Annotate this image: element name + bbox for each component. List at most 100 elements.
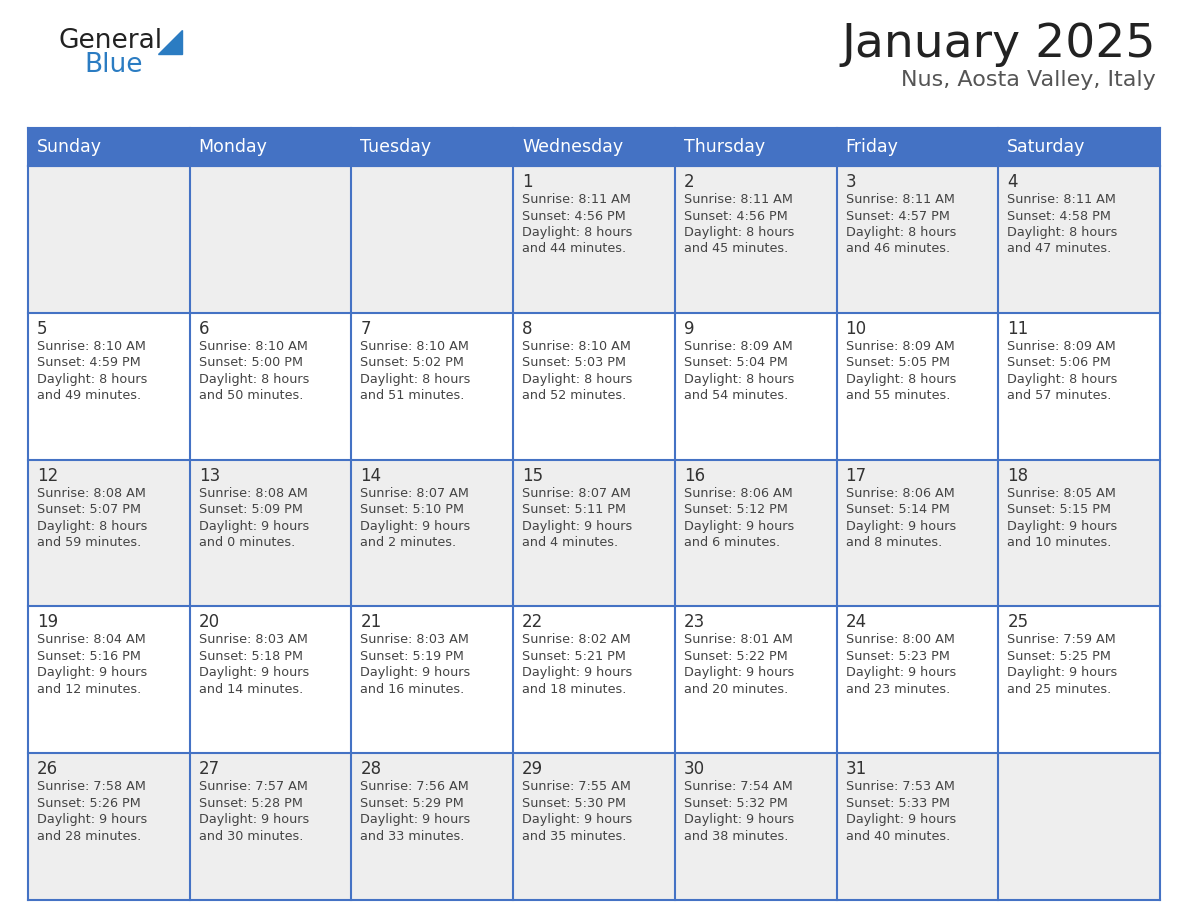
Text: Sunrise: 8:11 AM: Sunrise: 8:11 AM: [846, 193, 954, 206]
Bar: [190, 460, 352, 607]
Bar: [998, 128, 1159, 166]
Text: and 55 minutes.: and 55 minutes.: [846, 389, 950, 402]
Text: Sunrise: 8:07 AM: Sunrise: 8:07 AM: [360, 487, 469, 499]
Text: 20: 20: [198, 613, 220, 632]
Text: and 38 minutes.: and 38 minutes.: [684, 830, 788, 843]
Text: 9: 9: [684, 319, 694, 338]
Text: Sunrise: 8:08 AM: Sunrise: 8:08 AM: [198, 487, 308, 499]
Text: 1: 1: [523, 173, 532, 191]
Text: Sunset: 5:23 PM: Sunset: 5:23 PM: [846, 650, 949, 663]
Text: Monday: Monday: [198, 138, 267, 156]
Text: and 4 minutes.: and 4 minutes.: [523, 536, 618, 549]
Text: and 49 minutes.: and 49 minutes.: [37, 389, 141, 402]
Text: 26: 26: [37, 760, 58, 778]
Text: Daylight: 9 hours: Daylight: 9 hours: [1007, 520, 1118, 532]
Text: 19: 19: [37, 613, 58, 632]
Text: Sunset: 5:03 PM: Sunset: 5:03 PM: [523, 356, 626, 369]
Text: and 51 minutes.: and 51 minutes.: [360, 389, 465, 402]
Text: and 6 minutes.: and 6 minutes.: [684, 536, 781, 549]
Bar: [513, 166, 675, 313]
Text: 30: 30: [684, 760, 704, 778]
Bar: [836, 753, 998, 900]
Text: and 54 minutes.: and 54 minutes.: [684, 389, 788, 402]
Text: Daylight: 8 hours: Daylight: 8 hours: [846, 226, 956, 239]
Text: Sunrise: 8:01 AM: Sunrise: 8:01 AM: [684, 633, 792, 646]
Bar: [675, 313, 836, 460]
Text: Sunrise: 7:59 AM: Sunrise: 7:59 AM: [1007, 633, 1116, 646]
Text: 31: 31: [846, 760, 867, 778]
Bar: [352, 313, 513, 460]
Text: Sunset: 5:06 PM: Sunset: 5:06 PM: [1007, 356, 1111, 369]
Text: Daylight: 9 hours: Daylight: 9 hours: [360, 520, 470, 532]
Text: Sunset: 5:33 PM: Sunset: 5:33 PM: [846, 797, 949, 810]
Text: Sunset: 5:00 PM: Sunset: 5:00 PM: [198, 356, 303, 369]
Text: and 28 minutes.: and 28 minutes.: [37, 830, 141, 843]
Text: Sunset: 5:05 PM: Sunset: 5:05 PM: [846, 356, 949, 369]
Text: 17: 17: [846, 466, 867, 485]
Text: and 16 minutes.: and 16 minutes.: [360, 683, 465, 696]
Text: Daylight: 9 hours: Daylight: 9 hours: [198, 813, 309, 826]
Text: Daylight: 8 hours: Daylight: 8 hours: [523, 226, 632, 239]
Text: Daylight: 9 hours: Daylight: 9 hours: [846, 666, 956, 679]
Text: Sunrise: 8:06 AM: Sunrise: 8:06 AM: [846, 487, 954, 499]
Text: 16: 16: [684, 466, 704, 485]
Text: 22: 22: [523, 613, 543, 632]
Text: Sunrise: 7:55 AM: Sunrise: 7:55 AM: [523, 780, 631, 793]
Text: 27: 27: [198, 760, 220, 778]
Text: 6: 6: [198, 319, 209, 338]
Text: Sunset: 5:07 PM: Sunset: 5:07 PM: [37, 503, 141, 516]
Bar: [998, 753, 1159, 900]
Text: Daylight: 9 hours: Daylight: 9 hours: [360, 666, 470, 679]
Text: and 59 minutes.: and 59 minutes.: [37, 536, 141, 549]
Text: and 50 minutes.: and 50 minutes.: [198, 389, 303, 402]
Text: Sunrise: 8:09 AM: Sunrise: 8:09 AM: [1007, 340, 1116, 353]
Text: 18: 18: [1007, 466, 1029, 485]
Text: Sunset: 5:09 PM: Sunset: 5:09 PM: [198, 503, 303, 516]
Bar: [675, 128, 836, 166]
Text: Sunset: 5:25 PM: Sunset: 5:25 PM: [1007, 650, 1111, 663]
Text: 29: 29: [523, 760, 543, 778]
Text: 4: 4: [1007, 173, 1018, 191]
Text: Daylight: 8 hours: Daylight: 8 hours: [684, 226, 795, 239]
Text: Sunset: 5:12 PM: Sunset: 5:12 PM: [684, 503, 788, 516]
Bar: [352, 607, 513, 753]
Text: and 45 minutes.: and 45 minutes.: [684, 242, 788, 255]
Bar: [190, 607, 352, 753]
Text: Sunset: 5:18 PM: Sunset: 5:18 PM: [198, 650, 303, 663]
Text: Sunset: 5:04 PM: Sunset: 5:04 PM: [684, 356, 788, 369]
Text: Daylight: 8 hours: Daylight: 8 hours: [37, 520, 147, 532]
Text: Sunrise: 8:03 AM: Sunrise: 8:03 AM: [198, 633, 308, 646]
Text: Daylight: 8 hours: Daylight: 8 hours: [360, 373, 470, 386]
Text: Sunset: 5:22 PM: Sunset: 5:22 PM: [684, 650, 788, 663]
Bar: [190, 753, 352, 900]
Text: Sunrise: 7:56 AM: Sunrise: 7:56 AM: [360, 780, 469, 793]
Text: Daylight: 8 hours: Daylight: 8 hours: [684, 373, 795, 386]
Text: Sunrise: 8:11 AM: Sunrise: 8:11 AM: [1007, 193, 1117, 206]
Text: Sunrise: 7:57 AM: Sunrise: 7:57 AM: [198, 780, 308, 793]
Text: and 52 minutes.: and 52 minutes.: [523, 389, 626, 402]
Text: Blue: Blue: [84, 52, 143, 78]
Text: 5: 5: [37, 319, 48, 338]
Text: Daylight: 9 hours: Daylight: 9 hours: [198, 666, 309, 679]
Bar: [836, 166, 998, 313]
Text: 10: 10: [846, 319, 867, 338]
Text: Sunset: 4:56 PM: Sunset: 4:56 PM: [684, 209, 788, 222]
Text: Sunrise: 7:58 AM: Sunrise: 7:58 AM: [37, 780, 146, 793]
Text: Sunrise: 8:08 AM: Sunrise: 8:08 AM: [37, 487, 146, 499]
Text: Sunset: 5:10 PM: Sunset: 5:10 PM: [360, 503, 465, 516]
Text: and 10 minutes.: and 10 minutes.: [1007, 536, 1112, 549]
Text: 28: 28: [360, 760, 381, 778]
Bar: [675, 753, 836, 900]
Text: 21: 21: [360, 613, 381, 632]
Bar: [29, 607, 190, 753]
Text: and 46 minutes.: and 46 minutes.: [846, 242, 949, 255]
Text: 2: 2: [684, 173, 695, 191]
Text: and 44 minutes.: and 44 minutes.: [523, 242, 626, 255]
Text: Daylight: 9 hours: Daylight: 9 hours: [523, 666, 632, 679]
Text: Sunrise: 8:00 AM: Sunrise: 8:00 AM: [846, 633, 954, 646]
Text: and 40 minutes.: and 40 minutes.: [846, 830, 950, 843]
Bar: [513, 313, 675, 460]
Text: 24: 24: [846, 613, 867, 632]
Bar: [352, 128, 513, 166]
Bar: [836, 460, 998, 607]
